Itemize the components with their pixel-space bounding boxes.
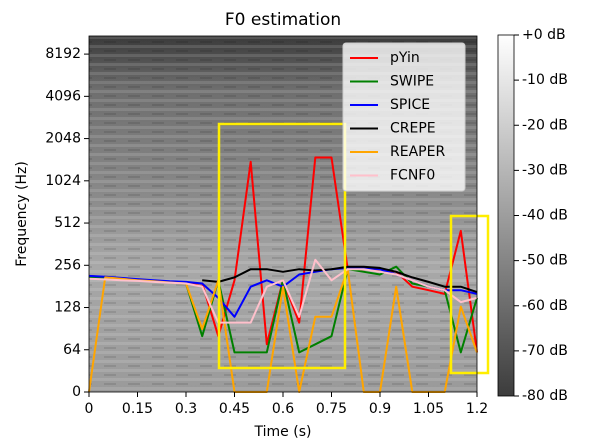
x-tick-label: 0.15 xyxy=(122,401,153,417)
chart-title: F0 estimation xyxy=(225,10,341,30)
x-tick-label: 1.05 xyxy=(413,401,444,417)
colorbar-tick-label: -50 dB xyxy=(522,253,568,269)
highlight-box xyxy=(217,122,347,370)
y-axis-label: Frequency (Hz) xyxy=(14,161,30,267)
colorbar-tick-label: +0 dB xyxy=(522,27,566,43)
y-tick-label: 1024 xyxy=(45,173,81,189)
y-tick-label: 128 xyxy=(54,300,81,316)
legend-label: pYin xyxy=(390,50,420,66)
legend-label: REAPER xyxy=(390,144,445,160)
y-tick-label: 64 xyxy=(63,342,81,358)
x-tick-label: 1.2 xyxy=(466,401,488,417)
plot-area xyxy=(88,156,478,393)
line xyxy=(202,265,478,294)
x-tick-label: 0.45 xyxy=(219,401,250,417)
colorbar xyxy=(497,34,515,397)
y-tick-label: 256 xyxy=(54,257,81,273)
colorbar-tick-label: -20 dB xyxy=(522,117,568,133)
colorbar-tick-label: -60 dB xyxy=(522,298,568,314)
colorbar-tick-label: -80 dB xyxy=(522,388,568,404)
colorbar-tick-label: -40 dB xyxy=(522,208,568,224)
y-tick-label: 2048 xyxy=(45,131,81,147)
legend-label: FCNF0 xyxy=(390,168,435,184)
legend-label: SWIPE xyxy=(390,74,434,90)
colorbar-tick-label: -70 dB xyxy=(522,343,568,359)
x-tick-label: 0.6 xyxy=(272,401,294,417)
y-tick-label: 4096 xyxy=(45,88,81,104)
x-tick-label: 0.75 xyxy=(316,401,347,417)
colorbar-tick-label: -30 dB xyxy=(522,162,568,178)
line xyxy=(88,258,478,324)
legend xyxy=(342,42,466,192)
x-axis-label: Time (s) xyxy=(254,424,312,440)
y-tick-label: 8192 xyxy=(45,46,81,62)
x-tick-label: 0.3 xyxy=(175,401,197,417)
colorbar-tick-label: -10 dB xyxy=(522,72,568,88)
x-tick-label: 0 xyxy=(85,401,94,417)
legend-label: CREPE xyxy=(390,121,436,137)
y-tick-label: 0 xyxy=(72,384,81,400)
x-tick-label: 0.9 xyxy=(369,401,391,417)
highlight-box xyxy=(449,214,490,375)
legend-label: SPICE xyxy=(390,97,430,113)
y-tick-label: 512 xyxy=(54,215,81,231)
